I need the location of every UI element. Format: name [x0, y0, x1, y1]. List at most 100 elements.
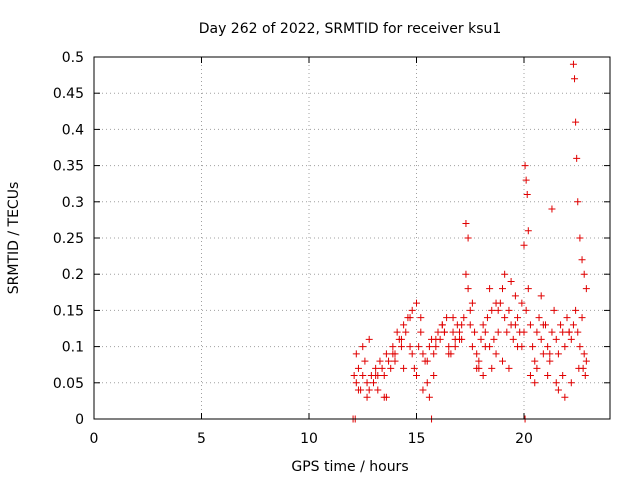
data-point [385, 357, 393, 365]
data-point [417, 314, 425, 322]
data-point [443, 314, 451, 322]
data-point [406, 314, 414, 322]
y-tick-label: 0.45 [53, 86, 84, 102]
data-point [408, 306, 416, 314]
data-point [576, 343, 584, 351]
data-point [423, 379, 431, 387]
data-point [554, 350, 562, 358]
axis-ticks: 0 0.05 0.1 0.15 0.2 0.25 0.3 0.35 0.4 0.45 0.5 0 5 10… [53, 50, 610, 447]
data-point [581, 372, 589, 380]
data-point [582, 285, 590, 293]
data-point [567, 335, 575, 343]
data-point [522, 306, 530, 314]
data-point [520, 241, 528, 249]
data-point [569, 321, 577, 329]
data-point [518, 343, 526, 351]
data-point [544, 372, 552, 380]
data-point [501, 314, 509, 322]
data-point [494, 328, 502, 336]
data-point [473, 350, 481, 358]
data-point [468, 343, 476, 351]
data-point [462, 220, 470, 228]
data-point [445, 350, 453, 358]
data-point [374, 386, 382, 394]
data-point [537, 335, 545, 343]
data-point [501, 270, 509, 278]
data-point [419, 386, 427, 394]
y-tick-label: 0 [75, 412, 84, 428]
data-point [410, 364, 418, 372]
data-points [349, 60, 590, 423]
data-point [438, 321, 446, 329]
data-point [365, 335, 373, 343]
data-point [413, 372, 420, 380]
data-point [579, 364, 587, 372]
chart-title: Day 262 of 2022, SRMTID for receiver ksu… [199, 21, 502, 37]
data-point [499, 357, 506, 365]
x-tick-label: 15 [408, 431, 426, 447]
y-tick-label: 0.4 [62, 122, 84, 138]
data-point [468, 299, 476, 307]
data-point [354, 386, 362, 394]
data-point [521, 162, 529, 170]
y-tick-label: 0.15 [53, 303, 84, 319]
data-point [529, 343, 537, 351]
data-point [391, 357, 399, 365]
data-point [574, 198, 582, 206]
data-point [569, 60, 577, 68]
data-point [520, 328, 528, 336]
data-point [413, 299, 420, 307]
data-point [563, 314, 571, 322]
data-point [554, 386, 562, 394]
data-point [546, 357, 554, 365]
data-point [460, 314, 468, 322]
data-point [456, 328, 463, 336]
y-tick-label: 0.1 [62, 340, 84, 356]
data-point [378, 364, 386, 372]
data-point [507, 277, 515, 285]
data-point [372, 372, 380, 380]
data-point [473, 364, 481, 372]
data-point [490, 335, 498, 343]
y-tick-label: 0.5 [62, 50, 84, 66]
data-point [458, 321, 466, 329]
data-point [573, 154, 581, 162]
data-point [449, 328, 457, 336]
data-point [552, 335, 560, 343]
data-point [380, 372, 388, 380]
data-point [486, 285, 494, 293]
data-point [370, 379, 377, 387]
y-tick-label: 0.35 [53, 159, 84, 175]
data-point [432, 335, 440, 343]
data-point [477, 335, 485, 343]
data-point [580, 350, 588, 358]
data-point [361, 357, 369, 365]
data-point [526, 372, 534, 380]
data-point [572, 118, 580, 126]
y-axis-label: SRMTID / TECUs [6, 182, 22, 295]
data-point [382, 350, 390, 358]
data-point [488, 306, 496, 314]
data-point [408, 350, 416, 358]
x-tick-label: 5 [197, 431, 206, 447]
data-point [359, 372, 367, 380]
data-point [354, 364, 362, 372]
data-point [389, 343, 397, 351]
data-point [387, 364, 395, 372]
data-point [552, 379, 560, 387]
data-point [523, 191, 531, 199]
data-point [432, 343, 440, 351]
data-point [451, 343, 459, 351]
data-point [389, 350, 397, 358]
data-point [539, 350, 547, 358]
data-point [359, 343, 367, 351]
data-point [471, 328, 479, 336]
data-point [567, 379, 575, 387]
data-point [535, 314, 543, 322]
data-point [511, 292, 519, 300]
grid-lines [94, 57, 610, 419]
data-point [481, 343, 489, 351]
data-point [578, 314, 586, 322]
data-point [546, 350, 554, 358]
